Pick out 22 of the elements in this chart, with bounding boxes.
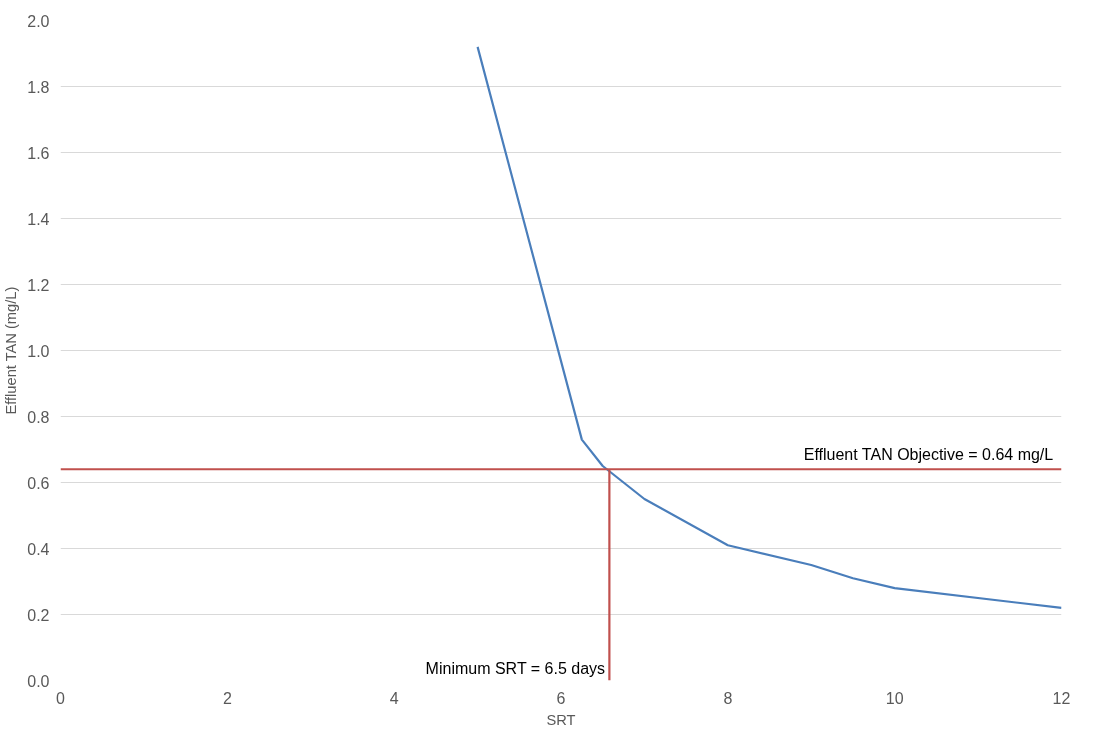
x-tick-label: 10 xyxy=(885,689,904,707)
x-tick-label: 2 xyxy=(222,689,232,707)
x-tick-label: 6 xyxy=(556,689,566,707)
annotation: Minimum SRT = 6.5 days xyxy=(425,659,606,677)
y-tick-label: 1.4 xyxy=(27,210,50,228)
y-tick-label: 0.0 xyxy=(27,672,50,690)
y-tick-label: 1.6 xyxy=(27,144,50,162)
y-tick-label: 0.8 xyxy=(27,408,50,426)
x-tick-label: 12 xyxy=(1052,689,1071,707)
x-tick-label: 4 xyxy=(389,689,399,707)
y-axis-title: Effluent TAN (mg/L) xyxy=(3,286,20,415)
y-tick-label: 1.0 xyxy=(27,342,50,360)
x-axis-title: SRT xyxy=(546,711,576,728)
y-tick-label: 0.6 xyxy=(27,474,50,492)
x-tick-label: 8 xyxy=(723,689,733,707)
y-tick-label: 2.0 xyxy=(27,12,50,30)
ref-line-label: Effluent TAN Objective = 0.64 mg/L xyxy=(803,446,1054,464)
y-tick-label: 0.2 xyxy=(27,606,50,624)
x-tick-label: 0 xyxy=(56,689,66,707)
y-tick-label: 0.4 xyxy=(27,540,50,558)
y-tick-label: 1.2 xyxy=(27,276,50,294)
y-tick-label: 1.8 xyxy=(27,78,50,96)
